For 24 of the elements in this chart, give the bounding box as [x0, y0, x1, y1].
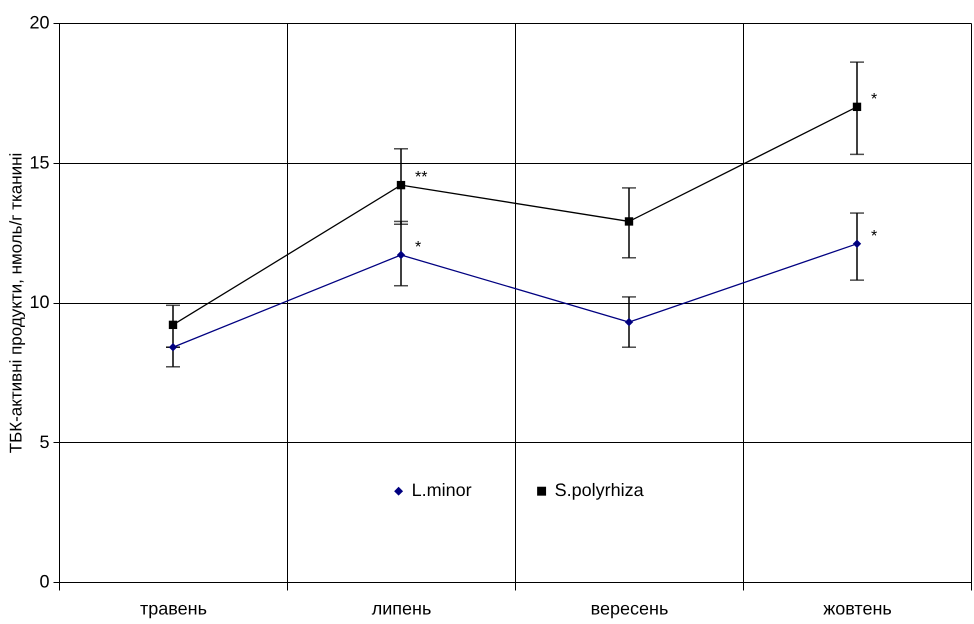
y-tick-label: 15	[29, 152, 50, 172]
annotation: *	[871, 90, 878, 108]
annotation: *	[871, 228, 878, 245]
annotation: *	[415, 238, 422, 256]
point	[624, 318, 634, 326]
legend-label: S.polyrhiza	[554, 480, 645, 500]
y-tick-label: 20	[29, 12, 50, 32]
legend-label: L.minor	[412, 480, 472, 500]
point	[852, 102, 862, 112]
x-tick-label: жовтень	[823, 598, 892, 618]
point	[624, 217, 634, 226]
y-tick-label: 5	[39, 432, 50, 452]
point	[168, 343, 178, 352]
point	[396, 250, 406, 260]
x-tick-label: вересень	[590, 598, 668, 618]
x-tick-label: липень	[372, 598, 432, 618]
annotation: **	[415, 169, 428, 186]
point	[852, 240, 862, 248]
y-axis-title: ТБК-активні продукти, нмоль/г тканині	[6, 152, 26, 454]
point	[168, 320, 178, 330]
point	[396, 180, 406, 190]
x-tick-label: травень	[140, 598, 207, 618]
y-tick-label: 0	[39, 572, 50, 592]
y-tick-label: 10	[29, 292, 50, 312]
